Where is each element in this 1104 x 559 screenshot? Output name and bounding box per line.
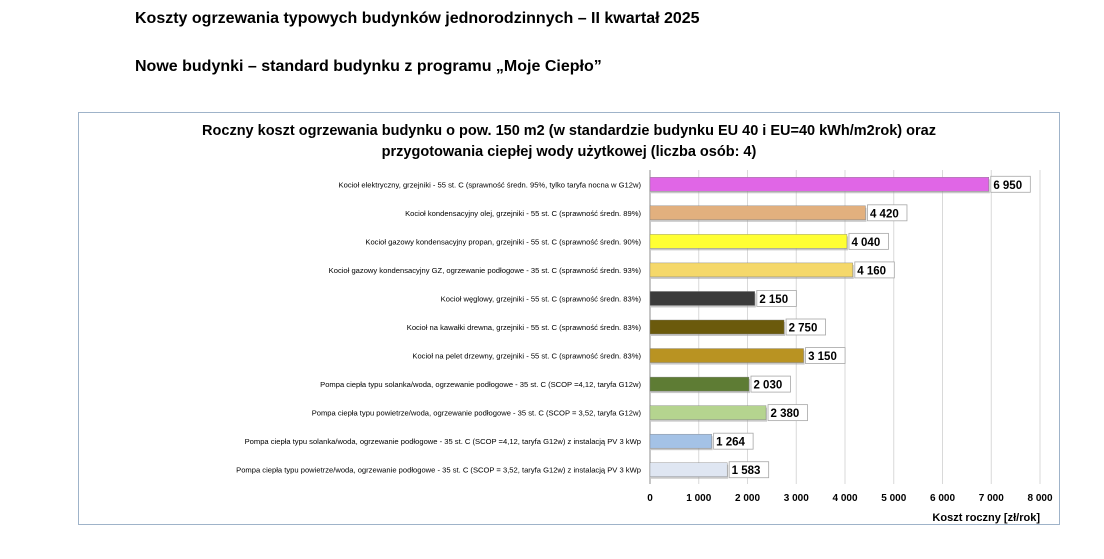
x-tick-label: 4 000: [832, 493, 857, 504]
category-label: Pompa ciepła typu solanka/woda, ogrzewan…: [245, 437, 641, 446]
x-axis-title: Koszt roczny [zł/rok]: [932, 512, 1040, 524]
category-label: Pompa ciepła typu powietrze/woda, ogrzew…: [236, 466, 641, 475]
bar: [649, 319, 785, 335]
bar: [649, 405, 767, 420]
bar: [649, 433, 712, 449]
data-label-box: [750, 375, 791, 393]
category-label: Kocioł elektryczny, grzejniki - 55 st. C…: [339, 180, 642, 189]
page-heading: Koszty ogrzewania typowych budynków jedn…: [135, 10, 700, 27]
data-label: 4 160: [857, 265, 886, 277]
data-label-box: [728, 461, 770, 479]
bar: [649, 462, 728, 477]
data-label-box: [848, 232, 889, 250]
bar: [649, 291, 756, 306]
category-label: Kocioł gazowy kondensacyjny propan, grze…: [365, 237, 641, 246]
x-tick-label: 8 000: [1027, 493, 1052, 504]
x-tick-label: 6 000: [930, 493, 955, 504]
data-label: 1 264: [716, 437, 745, 449]
data-label-box: [713, 432, 754, 450]
category-label: Kocioł na kawałki drewna, grzejniki - 55…: [407, 323, 642, 332]
bar: [649, 205, 866, 221]
data-label-box: [756, 290, 797, 307]
category-label: Kocioł gazowy kondensacyjny GZ, ogrzewan…: [329, 266, 642, 275]
data-label: 4 040: [851, 237, 880, 249]
data-label: 2 030: [753, 380, 782, 392]
x-tick-label: 5 000: [881, 493, 906, 504]
chart-title-line-1: Roczny koszt ogrzewania budynku o pow. 1…: [202, 123, 936, 139]
bar: [649, 348, 804, 363]
bar: [649, 234, 848, 249]
data-label-box: [990, 175, 1031, 193]
data-label-box: [867, 204, 908, 222]
category-label: Kocioł węglowy, grzejniki - 55 st. C (sp…: [441, 294, 642, 303]
data-label-box: [805, 347, 846, 364]
data-label: 4 420: [870, 208, 899, 220]
x-tick-label: 0: [647, 493, 653, 504]
category-label: Pompa ciepła typu powietrze/woda, ogrzew…: [312, 409, 642, 418]
data-label-box: [785, 318, 826, 336]
x-tick-label: 2 000: [735, 493, 760, 504]
chart-title-line-2: przygotowania ciepłej wody użytkowej (li…: [381, 144, 757, 160]
bar: [649, 262, 854, 278]
x-tick-label: 1 000: [686, 493, 711, 504]
data-label: 2 150: [759, 294, 788, 306]
category-label: Kocioł kondensacyjny olej, grzejniki - 5…: [405, 209, 641, 218]
category-label: Kocioł na pelet drzewny, grzejniki - 55 …: [412, 352, 641, 361]
bar: [649, 177, 990, 192]
x-tick-label: 3 000: [784, 493, 809, 504]
bar: [649, 376, 750, 392]
data-label: 2 380: [771, 408, 800, 420]
category-label: Pompa ciepła typu solanka/woda, ogrzewan…: [320, 380, 641, 389]
x-tick-label: 7 000: [979, 493, 1004, 504]
data-label: 2 750: [789, 323, 818, 335]
data-label: 1 583: [732, 465, 761, 477]
data-label: 3 150: [808, 351, 837, 363]
chart-frame: [78, 112, 1060, 525]
chart-title: Roczny koszt ogrzewania budynku o pow. 1…: [78, 121, 1060, 163]
data-label-box: [854, 261, 895, 279]
data-label: 6 950: [993, 180, 1022, 192]
data-label-box: [767, 404, 808, 422]
page-subheading: Nowe budynki – standard budynku z progra…: [135, 58, 602, 75]
